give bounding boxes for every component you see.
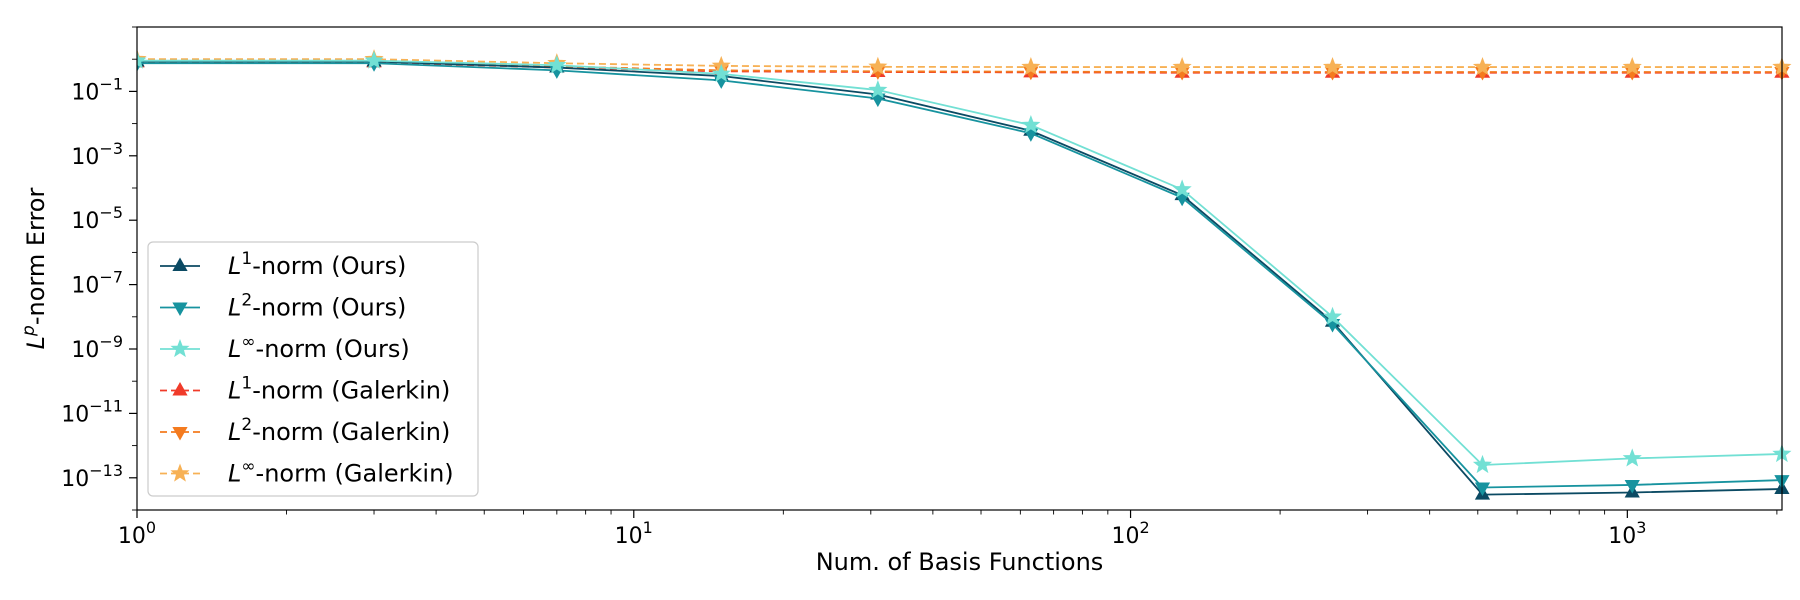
legend-marker-4 — [172, 427, 188, 441]
legend: L1-norm (Ours) L2-norm (Ours) L∞-norm (Our… — [147, 241, 479, 497]
legend-marker-5 — [170, 463, 190, 482]
x-tick-label-0: 100 — [118, 518, 156, 549]
data-point-5-6 — [1172, 57, 1192, 76]
data-point-1-8 — [1474, 482, 1491, 497]
legend-label-5: L∞-norm (Galerkin) — [228, 457, 454, 488]
legend-marker-3 — [172, 381, 188, 396]
data-point-2-9 — [1622, 448, 1642, 467]
x-tick-label-2: 102 — [1111, 518, 1149, 549]
legend-entry-4: L2-norm (Galerkin) — [160, 415, 450, 446]
data-point-2-5 — [1021, 115, 1041, 134]
legend-label-2: L∞-norm (Ours) — [228, 332, 410, 363]
data-point-2-0 — [137, 50, 147, 69]
legend-label-1: L2-norm (Ours) — [228, 291, 406, 322]
legend-marker-0 — [172, 257, 188, 271]
data-point-5-7 — [1322, 57, 1343, 76]
y-tick-label-0: 10−1 — [71, 74, 123, 105]
legend-label-3: L1-norm (Galerkin) — [228, 374, 450, 405]
legend-entry-2: L∞-norm (Ours) — [160, 332, 410, 363]
legend-entry-0: L1-norm (Ours) — [160, 249, 406, 280]
legend-entry-1: L2-norm (Ours) — [160, 291, 406, 322]
y-tick-label-5: 10−11 — [61, 396, 123, 427]
x-tick-label-1: 101 — [615, 518, 653, 549]
y-tick-label-3: 10−7 — [71, 268, 123, 299]
y-tick-label-1: 10−3 — [71, 139, 123, 170]
legend-marker-2 — [170, 338, 190, 358]
data-point-2-1 — [364, 50, 384, 69]
x-tick-label-3: 103 — [1608, 518, 1646, 549]
data-point-1-9 — [1624, 479, 1640, 494]
legend-label-4: L2-norm (Galerkin) — [228, 415, 450, 446]
data-point-2-2 — [547, 55, 567, 74]
data-point-5-5 — [1021, 57, 1041, 76]
data-point-5-8 — [1472, 57, 1493, 76]
y-axis-label: Lp-norm Error — [19, 188, 50, 350]
legend-entry-3: L1-norm (Galerkin) — [160, 374, 450, 405]
data-point-2-6 — [1172, 179, 1192, 198]
axes: 100 101 102 103 10−1 10−3 10−5 10−7 10−9 10−11 10−… — [19, 26, 1783, 576]
plot-area — [137, 49, 1792, 500]
axes-frame — [136, 26, 1783, 511]
y-tick-label-4: 10−9 — [71, 332, 123, 363]
x-axis-label: Num. of Basis Functions — [816, 548, 1104, 576]
series-group — [137, 49, 1792, 500]
data-point-2-8 — [1472, 454, 1493, 474]
y-tick-label-6: 10−13 — [61, 461, 123, 492]
data-point-5-4 — [868, 56, 888, 75]
legend-label-0: L1-norm (Ours) — [228, 249, 406, 280]
data-point-5-9 — [1622, 57, 1642, 76]
data-point-2-7 — [1322, 306, 1343, 325]
data-point-2-3 — [711, 63, 731, 83]
y-tick-label-2: 10−5 — [71, 203, 123, 234]
legend-marker-1 — [172, 302, 188, 317]
data-point-2-4 — [868, 80, 888, 99]
legend-box — [147, 241, 479, 497]
legend-entry-5: L∞-norm (Galerkin) — [160, 457, 454, 488]
